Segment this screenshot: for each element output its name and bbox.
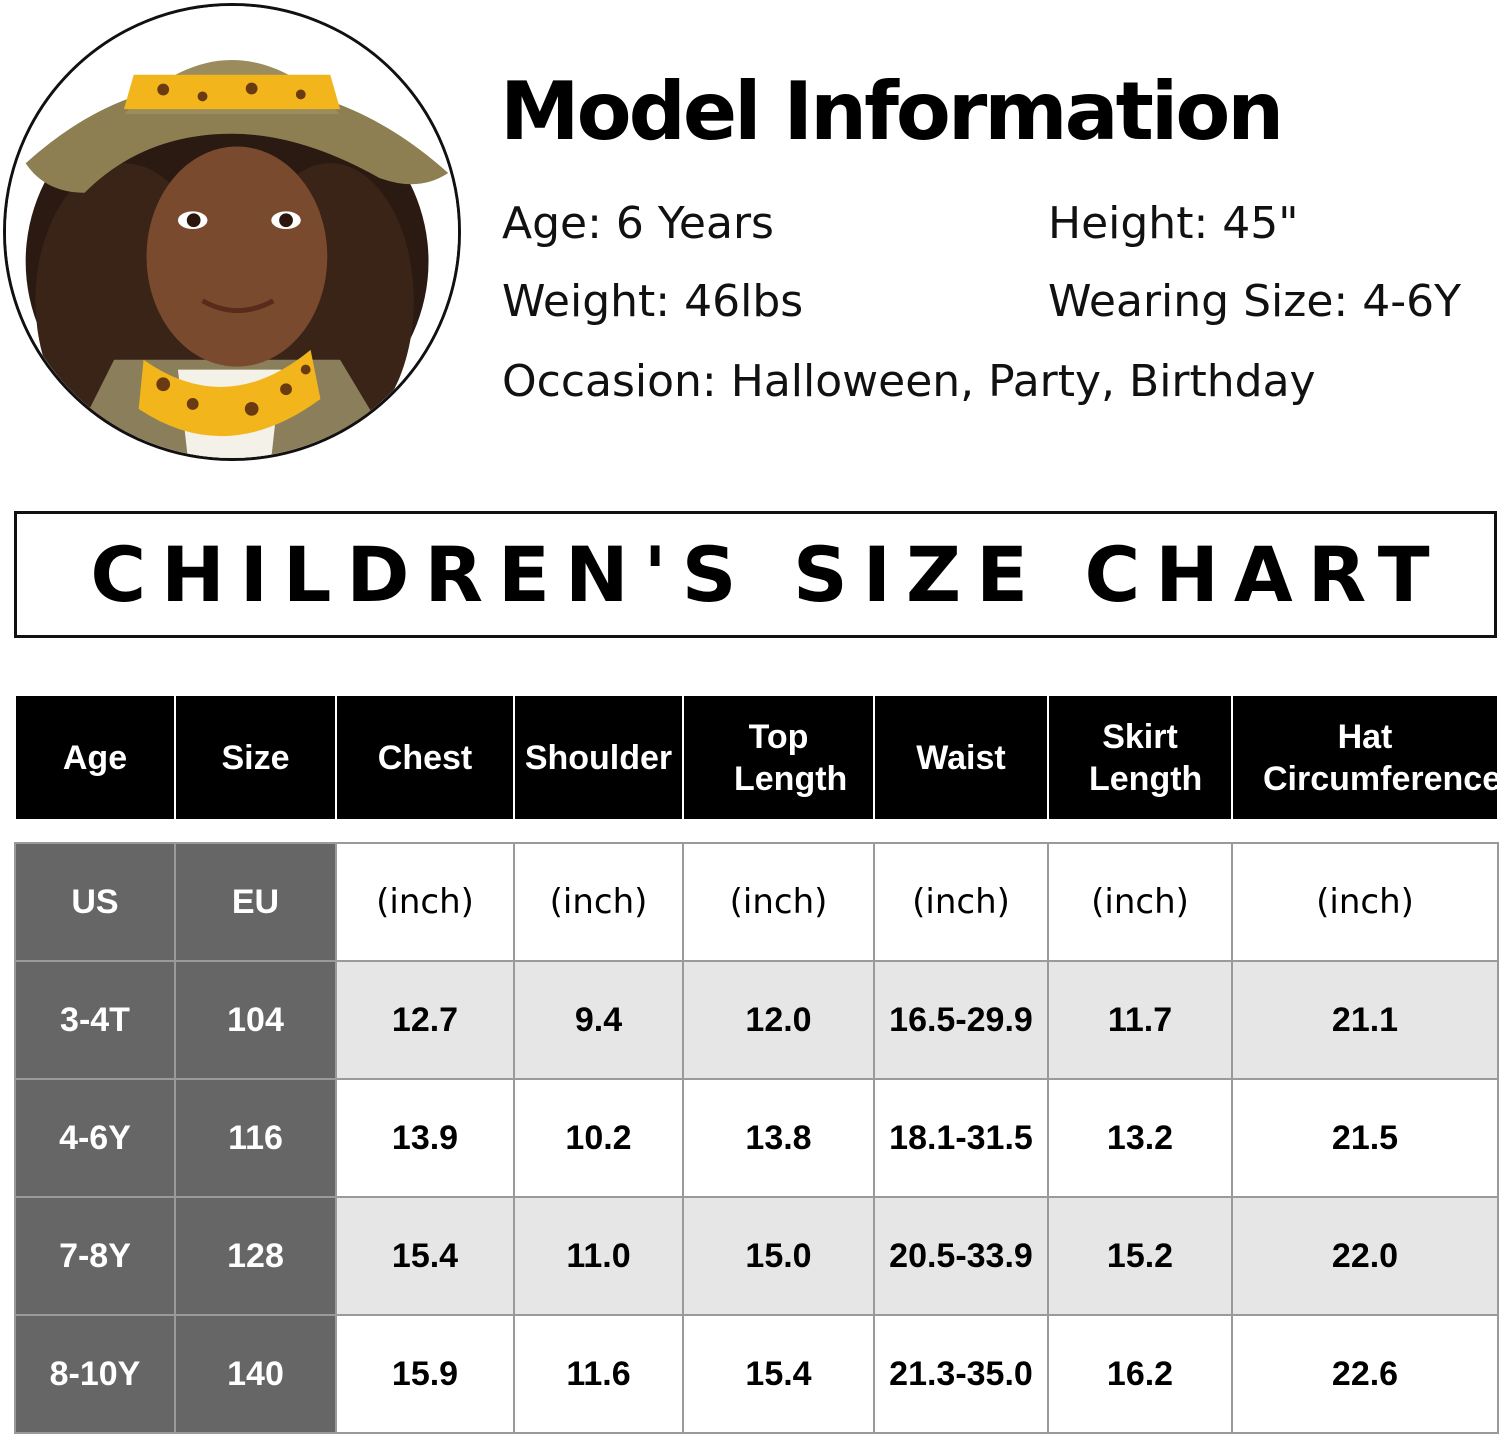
- header-cell: Waist: [873, 694, 1049, 821]
- header-cell: Chest: [335, 694, 515, 821]
- table-cell: US: [14, 842, 176, 962]
- table-cell: (inch): [335, 842, 515, 962]
- table-cell: 21.5: [1231, 1078, 1499, 1198]
- table-cell: EU: [174, 842, 337, 962]
- table-cell: 22.0: [1231, 1196, 1499, 1316]
- model-height: Height: 45": [1048, 198, 1299, 249]
- table-row: 7-8Y 128 15.4 11.0 15.0 20.5-33.9 15.2 2…: [14, 1196, 1499, 1316]
- table-cell: 104: [174, 960, 337, 1080]
- header-cell: Top Length: [682, 694, 875, 821]
- table-cell: 15.4: [682, 1314, 875, 1434]
- table-cell: 22.6: [1231, 1314, 1499, 1434]
- table-row: 4-6Y 116 13.9 10.2 13.8 18.1-31.5 13.2 2…: [14, 1078, 1499, 1198]
- size-chart-title: CHILDREN'S SIZE CHART: [90, 530, 1445, 619]
- model-occasion: Occasion: Halloween, Party, Birthday: [502, 356, 1316, 407]
- table-cell: 8-10Y: [14, 1314, 176, 1434]
- table-cell: 16.2: [1047, 1314, 1233, 1434]
- table-cell: 13.2: [1047, 1078, 1233, 1198]
- size-chart-header: Age Size Chest Shoulder Top Length Waist…: [14, 694, 1500, 821]
- model-age: Age: 6 Years: [502, 198, 774, 249]
- table-cell: 11.0: [513, 1196, 684, 1316]
- table-cell: 4-6Y: [14, 1078, 176, 1198]
- table-row: 3-4T 104 12.7 9.4 12.0 16.5-29.9 11.7 21…: [14, 960, 1499, 1080]
- table-cell: 13.8: [682, 1078, 875, 1198]
- table-cell: 15.4: [335, 1196, 515, 1316]
- header-cell: Shoulder: [513, 694, 684, 821]
- size-chart-body: US EU (inch) (inch) (inch) (inch) (inch)…: [14, 842, 1499, 1434]
- table-cell: 11.7: [1047, 960, 1233, 1080]
- table-cell: 10.2: [513, 1078, 684, 1198]
- table-cell: 13.9: [335, 1078, 515, 1198]
- size-chart-banner: CHILDREN'S SIZE CHART: [14, 511, 1497, 638]
- table-cell: (inch): [873, 842, 1049, 962]
- table-cell: (inch): [513, 842, 684, 962]
- table-row: US EU (inch) (inch) (inch) (inch) (inch)…: [14, 842, 1499, 962]
- header-cell: Skirt Length: [1047, 694, 1233, 821]
- table-cell: (inch): [1047, 842, 1233, 962]
- table-cell: 16.5-29.9: [873, 960, 1049, 1080]
- table-cell: 7-8Y: [14, 1196, 176, 1316]
- table-cell: 116: [174, 1078, 337, 1198]
- header-cell: Size: [174, 694, 337, 821]
- table-cell: 15.9: [335, 1314, 515, 1434]
- table-cell: 11.6: [513, 1314, 684, 1434]
- table-cell: 140: [174, 1314, 337, 1434]
- model-wearing-size: Wearing Size: 4-6Y: [1048, 276, 1461, 327]
- table-cell: 9.4: [513, 960, 684, 1080]
- model-info-title: Model Information: [500, 65, 1284, 158]
- header-cell: Age: [14, 694, 176, 821]
- model-weight: Weight: 46lbs: [502, 276, 804, 327]
- table-cell: 15.2: [1047, 1196, 1233, 1316]
- model-photo: [3, 3, 461, 461]
- table-cell: 128: [174, 1196, 337, 1316]
- table-cell: (inch): [682, 842, 875, 962]
- table-cell: 18.1-31.5: [873, 1078, 1049, 1198]
- table-cell: 20.5-33.9: [873, 1196, 1049, 1316]
- table-cell: 15.0: [682, 1196, 875, 1316]
- table-row: 8-10Y 140 15.9 11.6 15.4 21.3-35.0 16.2 …: [14, 1314, 1499, 1434]
- table-cell: 12.7: [335, 960, 515, 1080]
- header-cell: Hat Circumference: [1231, 694, 1500, 821]
- table-cell: 12.0: [682, 960, 875, 1080]
- table-cell: (inch): [1231, 842, 1499, 962]
- table-cell: 3-4T: [14, 960, 176, 1080]
- table-cell: 21.1: [1231, 960, 1499, 1080]
- table-cell: 21.3-35.0: [873, 1314, 1049, 1434]
